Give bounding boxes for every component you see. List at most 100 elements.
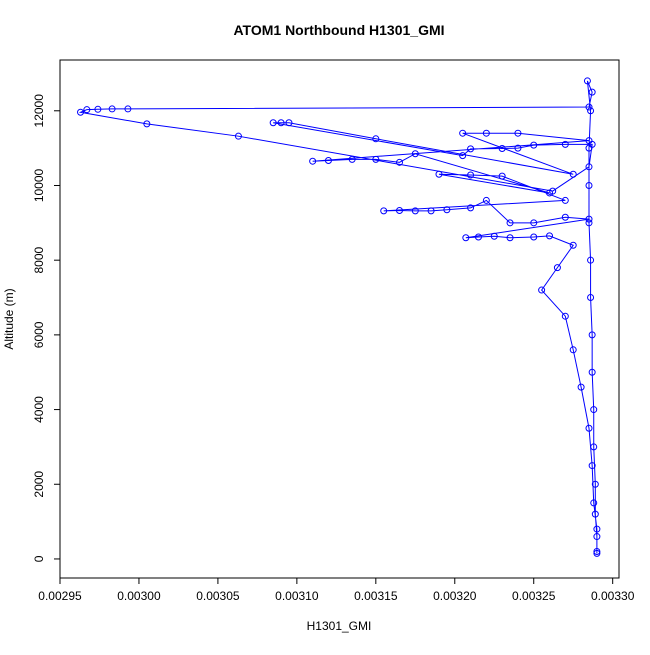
data-point: [83, 106, 91, 114]
data-point: [372, 135, 380, 143]
data-point: [490, 232, 498, 240]
y-axis-label: Altitude (m): [2, 288, 16, 349]
y-tick-label: 0: [32, 555, 46, 562]
data-point: [561, 196, 569, 204]
data-point: [569, 346, 577, 354]
data-point: [590, 406, 598, 414]
data-point: [585, 215, 593, 223]
data-point: [348, 155, 356, 163]
data-point: [588, 368, 596, 376]
x-tick-label: 0.00325: [512, 589, 556, 603]
data-point: [561, 140, 569, 148]
data-point: [585, 424, 593, 432]
data-point: [435, 170, 443, 178]
data-point: [143, 120, 151, 128]
x-tick-label: 0.00320: [433, 589, 477, 603]
data-point: [588, 88, 596, 96]
data-point: [561, 213, 569, 221]
data-point: [396, 158, 404, 166]
data-point: [587, 294, 595, 302]
data-point: [588, 462, 596, 470]
data-point: [587, 256, 595, 264]
data-point: [467, 204, 475, 212]
data-point: [569, 241, 577, 249]
data-point: [588, 331, 596, 339]
data-point: [585, 163, 593, 171]
data-point: [514, 129, 522, 137]
data-point: [462, 234, 470, 242]
data-point: [590, 443, 598, 451]
data-point: [309, 157, 317, 165]
data-point: [380, 207, 388, 215]
data-point: [94, 105, 102, 113]
data-point: [506, 234, 514, 242]
data-point: [585, 137, 593, 145]
data-point: [514, 144, 522, 152]
data-point: [411, 150, 419, 158]
data-point: [553, 264, 561, 272]
chart-title: ATOM1 Northbound H1301_GMI: [233, 22, 444, 38]
data-point: [587, 107, 595, 115]
y-tick-label: 12000: [32, 94, 46, 128]
data-point: [583, 77, 591, 85]
data-point: [285, 119, 293, 127]
data-point: [467, 171, 475, 179]
data-point: [593, 533, 601, 541]
data-line: [78, 80, 598, 554]
x-tick-label: 0.00310: [275, 589, 319, 603]
data-point: [498, 145, 506, 153]
x-tick-label: 0.00300: [117, 589, 161, 603]
x-tick-label: 0.00315: [354, 589, 398, 603]
data-point: [482, 129, 490, 137]
data-point: [591, 480, 599, 488]
data-point: [585, 103, 593, 111]
data-point: [530, 233, 538, 241]
x-tick-label: 0.00330: [591, 589, 635, 603]
y-tick-label: 8000: [32, 247, 46, 274]
data-point: [411, 207, 419, 215]
data-point: [324, 156, 332, 164]
data-point: [546, 232, 554, 240]
data-point: [482, 196, 490, 204]
data-point: [506, 219, 514, 227]
data-point: [593, 549, 601, 557]
data-point: [427, 207, 435, 215]
data-point: [591, 510, 599, 518]
data-point: [569, 170, 577, 178]
x-tick-label: 0.00305: [196, 589, 240, 603]
data-point: [77, 108, 85, 116]
data-point: [577, 383, 585, 391]
data-point: [396, 207, 404, 215]
data-point: [590, 499, 598, 507]
data-point: [459, 129, 467, 137]
data-point: [234, 132, 242, 140]
data-point: [538, 286, 546, 294]
data-point: [593, 525, 601, 533]
data-point: [530, 219, 538, 227]
data-point: [593, 547, 601, 555]
x-tick-label: 0.00295: [38, 589, 82, 603]
data-point: [585, 181, 593, 189]
data-point: [108, 105, 116, 113]
x-axis-label: H1301_GMI: [307, 619, 372, 633]
data-point: [585, 219, 593, 227]
y-tick-label: 4000: [32, 396, 46, 423]
y-tick-label: 10000: [32, 168, 46, 202]
data-point: [530, 141, 538, 149]
data-point: [269, 119, 277, 127]
y-tick-label: 2000: [32, 471, 46, 498]
data-point: [459, 152, 467, 160]
data-point: [561, 312, 569, 320]
y-tick-label: 6000: [32, 321, 46, 348]
data-point: [474, 233, 482, 241]
data-point: [467, 145, 475, 153]
data-point: [277, 119, 285, 127]
plot-box: [59, 59, 620, 579]
data-point: [124, 105, 132, 113]
data-point: [372, 155, 380, 163]
data-point: [546, 189, 554, 197]
data-point: [443, 206, 451, 214]
data-point: [498, 172, 506, 180]
